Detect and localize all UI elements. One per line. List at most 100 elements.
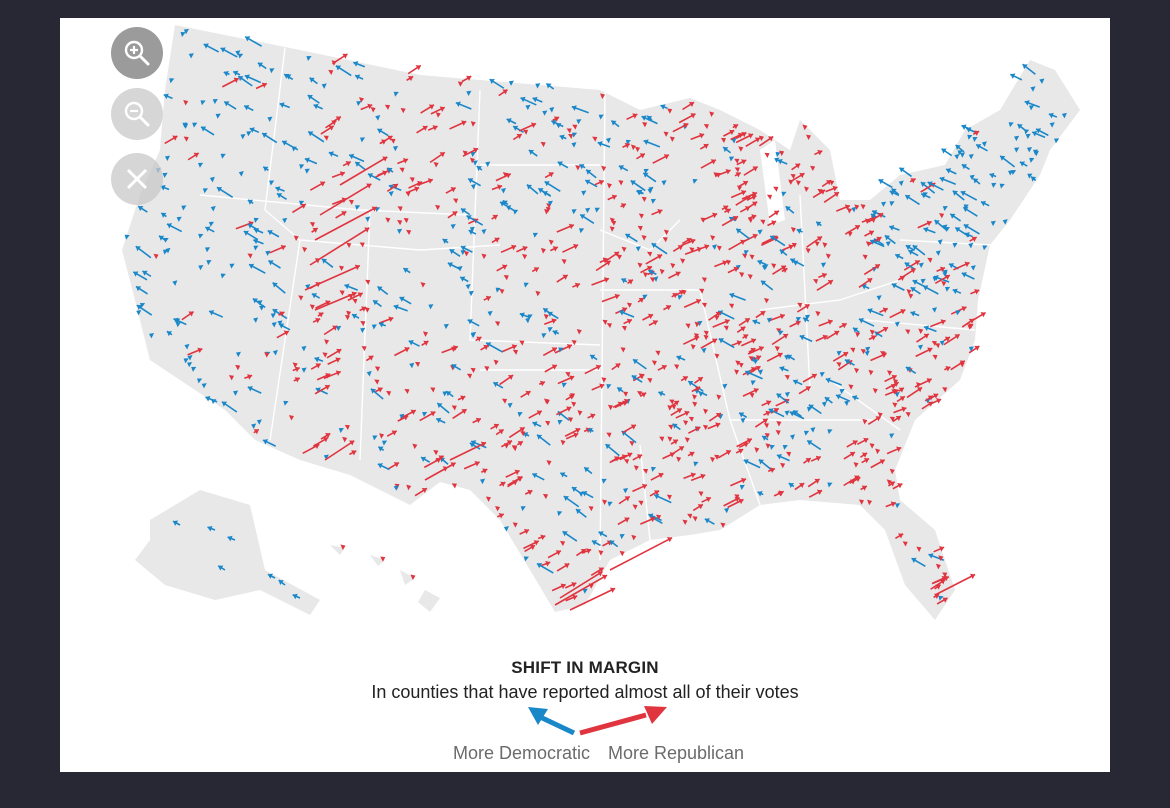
- republican-shift-arrow: [470, 121, 476, 127]
- arrow-head: [309, 222, 315, 228]
- republican-shift-arrow: [738, 146, 744, 152]
- democratic-shift-arrow: [208, 310, 224, 318]
- republican-shift-arrow: [620, 347, 626, 353]
- arrow-head: [294, 366, 300, 373]
- democratic-shift-arrow: [480, 478, 486, 485]
- democratic-shift-arrow: [660, 104, 668, 110]
- arrow-head: [288, 415, 294, 421]
- arrow-head: [512, 522, 518, 528]
- arrow-head: [124, 234, 130, 240]
- arrow-head: [563, 496, 569, 501]
- arrow-head: [733, 266, 739, 273]
- arrow-head: [192, 122, 198, 128]
- democratic-shift-arrow: [371, 324, 377, 330]
- arrow-head: [139, 302, 146, 308]
- arrow-head: [735, 172, 741, 178]
- state-border: [264, 47, 301, 441]
- republican-shift-arrow: [540, 560, 551, 567]
- arrow-head: [773, 210, 779, 216]
- arrow-head: [631, 534, 637, 541]
- arrow-head: [480, 478, 486, 485]
- arrow-head: [754, 447, 760, 453]
- arrow-head: [701, 277, 707, 283]
- arrow-head: [623, 398, 629, 405]
- legend-arrows: [528, 706, 667, 736]
- republican-shift-arrow: [651, 208, 663, 216]
- arrow-head: [172, 520, 179, 526]
- republican-shift-arrow: [420, 282, 426, 288]
- arrow-head: [753, 359, 759, 365]
- arrow-head: [328, 151, 334, 157]
- republican-shift-arrow: [352, 298, 358, 304]
- arrow-head: [257, 300, 263, 306]
- republican-shift-arrow: [572, 124, 578, 130]
- arrow-head: [963, 224, 969, 230]
- reset-view-button[interactable]: [111, 153, 163, 205]
- arrow-head: [183, 28, 189, 35]
- democratic-shift-arrow: [204, 247, 211, 253]
- arrow-head: [541, 333, 547, 339]
- arrow-head: [558, 347, 564, 353]
- republican-shift-arrow: [862, 254, 868, 260]
- arrow-head: [548, 172, 554, 178]
- arrow-head: [738, 362, 744, 368]
- democratic-shift-arrow: [729, 292, 746, 301]
- democratic-shift-arrow: [878, 178, 893, 189]
- arrow-head: [409, 177, 415, 183]
- republican-shift-arrow: [690, 473, 706, 482]
- arrow-head: [188, 53, 194, 59]
- democratic-shift-arrow: [581, 190, 587, 196]
- democratic-shift-arrow: [276, 192, 287, 201]
- arrow-head: [360, 327, 366, 334]
- arrow-head: [191, 366, 197, 372]
- republican-shift-arrow: [886, 370, 893, 376]
- republican-shift-arrow: [943, 333, 961, 346]
- republican-shift-arrow: [544, 171, 554, 179]
- republican-shift-arrow: [728, 239, 746, 251]
- arrow-head: [388, 184, 394, 190]
- arrow-head: [740, 326, 746, 332]
- arrow-head: [868, 369, 874, 376]
- close-icon: [126, 168, 148, 190]
- republican-shift-arrow: [547, 550, 562, 559]
- arrow-head: [270, 313, 276, 319]
- republican-shift-arrow: [916, 333, 930, 343]
- republican-shift-arrow: [703, 124, 709, 130]
- republican-shift-arrow: [452, 408, 467, 420]
- democratic-shift-arrow: [923, 325, 937, 333]
- democratic-shift-arrow: [789, 434, 795, 440]
- arrow-head: [669, 452, 675, 458]
- democratic-shift-arrow: [775, 152, 781, 158]
- republican-shift-arrow: [728, 303, 735, 309]
- democratic-shift-arrow: [1024, 129, 1030, 135]
- arrow-head: [485, 295, 491, 302]
- arrow-head: [932, 354, 938, 360]
- republican-shift-arrow: [742, 387, 759, 397]
- arrow-head: [776, 393, 782, 399]
- republican-shift-arrow: [953, 261, 970, 271]
- democratic-shift-arrow: [786, 354, 796, 361]
- republican-shift-arrow: [739, 272, 745, 278]
- zoom-in-button[interactable]: [111, 27, 163, 79]
- republican-shift-arrow: [630, 144, 636, 151]
- hawaii-island: [400, 570, 415, 585]
- arrow-head: [684, 410, 690, 417]
- arrow-head: [895, 415, 901, 421]
- republican-shift-arrow: [692, 401, 698, 408]
- zoom-out-button[interactable]: [111, 88, 163, 140]
- republican-shift-arrow: [645, 254, 663, 265]
- arrow-head: [890, 383, 896, 390]
- democratic-shift-arrow: [980, 200, 990, 207]
- arrow-head: [916, 546, 922, 552]
- democratic-shift-arrow: [1027, 173, 1033, 179]
- republican-shift-arrow: [522, 129, 529, 135]
- us-county-shift-map[interactable]: [60, 18, 1110, 658]
- democratic-shift-arrow: [124, 234, 130, 240]
- arrow-head: [574, 282, 580, 289]
- arrow-head: [737, 132, 743, 139]
- republican-shift-arrow: [730, 477, 747, 487]
- arrow-head: [872, 388, 878, 394]
- arrow-head: [760, 311, 766, 317]
- arrow-head: [439, 106, 445, 112]
- arrow-head: [814, 241, 820, 247]
